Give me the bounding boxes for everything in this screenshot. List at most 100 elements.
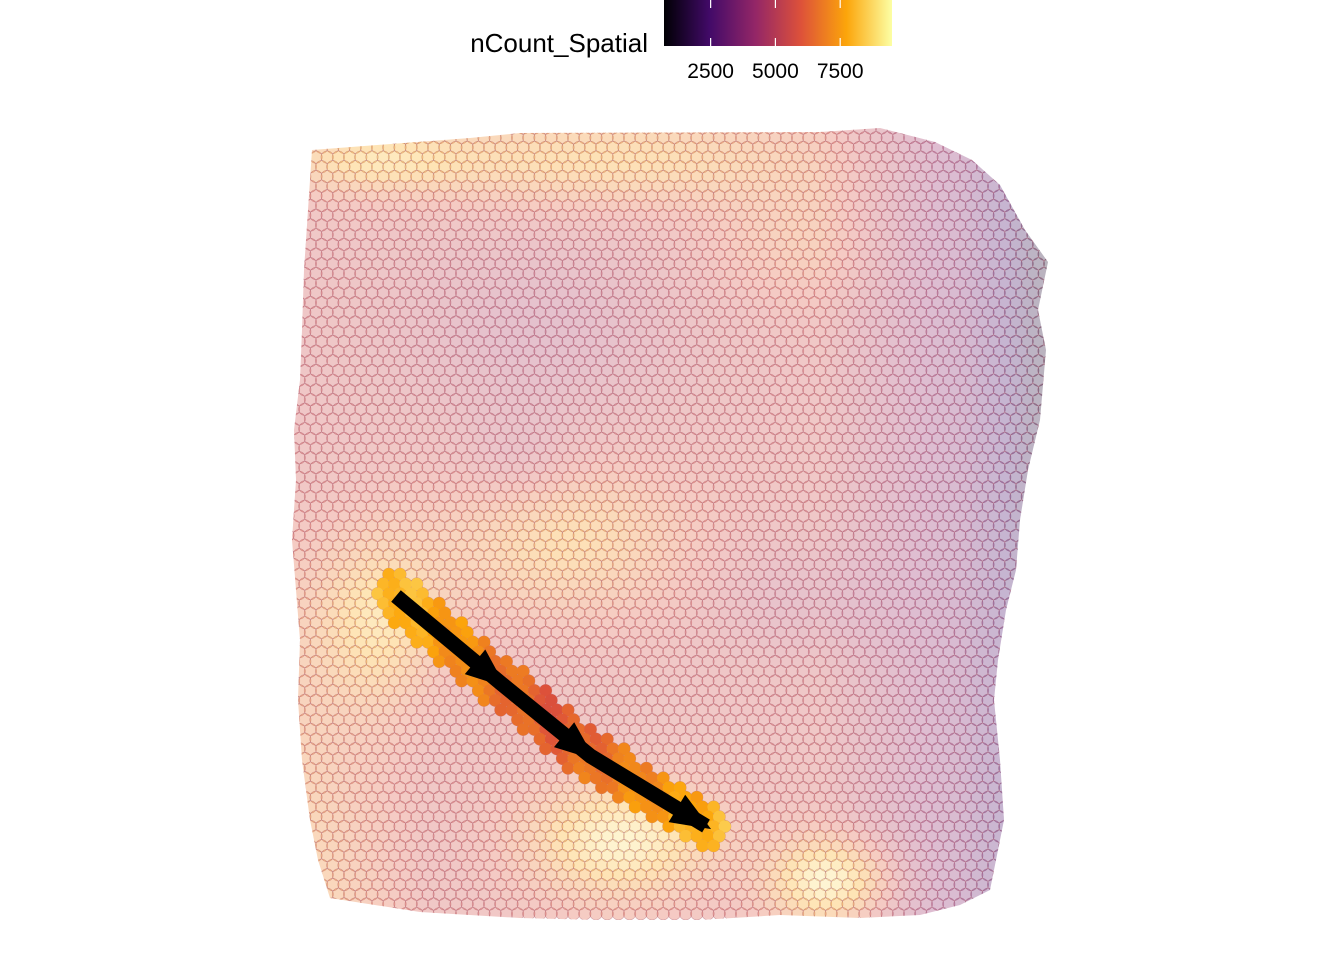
spot <box>371 179 385 193</box>
spot <box>1037 170 1048 184</box>
spot <box>483 160 497 174</box>
spot <box>746 208 760 222</box>
spot <box>1020 781 1034 795</box>
spot <box>539 140 553 154</box>
spot <box>320 189 334 203</box>
spot <box>763 179 777 193</box>
spot <box>746 170 760 184</box>
spot <box>914 170 928 184</box>
spot <box>533 189 547 203</box>
spot <box>1015 577 1029 591</box>
spot <box>1031 645 1045 659</box>
spot <box>1031 160 1045 174</box>
spot <box>583 199 597 213</box>
spot <box>897 179 911 193</box>
spot <box>292 257 306 271</box>
spot <box>791 189 805 203</box>
spot <box>432 189 446 203</box>
spot <box>1009 722 1023 736</box>
spot <box>959 131 973 145</box>
spot <box>628 199 642 213</box>
spot <box>998 722 1012 736</box>
spot <box>449 218 463 232</box>
spot <box>578 208 592 222</box>
spot <box>292 742 295 756</box>
spot <box>572 140 586 154</box>
spot <box>628 179 642 193</box>
spot <box>863 160 877 174</box>
spot <box>819 199 833 213</box>
spot <box>421 208 435 222</box>
spot <box>1003 790 1017 804</box>
spot <box>1009 761 1023 775</box>
spot <box>449 199 463 213</box>
spot <box>292 140 295 154</box>
spot <box>1037 208 1048 222</box>
spot <box>583 160 597 174</box>
spot <box>1043 567 1048 581</box>
spot <box>998 218 1012 232</box>
spot <box>998 140 1012 154</box>
spot <box>919 128 933 135</box>
spot <box>1037 654 1048 668</box>
spot <box>751 140 765 154</box>
spot <box>1003 635 1017 649</box>
spot <box>1037 771 1048 785</box>
spot <box>292 218 295 232</box>
spot <box>830 218 844 232</box>
spot <box>1003 771 1017 785</box>
spot <box>667 189 681 203</box>
spot <box>953 218 967 232</box>
spot <box>1026 499 1040 513</box>
spot <box>1003 693 1017 707</box>
spot <box>628 128 642 135</box>
spot <box>292 800 295 814</box>
spot <box>438 179 452 193</box>
spot <box>292 761 295 775</box>
spot <box>656 150 670 164</box>
spot <box>634 170 648 184</box>
spot <box>611 150 625 164</box>
spot <box>544 208 558 222</box>
spot <box>393 128 407 135</box>
spot <box>667 150 681 164</box>
spot <box>292 325 301 339</box>
spot <box>953 179 967 193</box>
spot <box>975 199 989 213</box>
spot <box>684 140 698 154</box>
spot <box>483 199 497 213</box>
spot <box>802 150 816 164</box>
spot <box>1009 703 1023 717</box>
spot <box>970 189 984 203</box>
spot <box>964 179 978 193</box>
spot <box>886 218 900 232</box>
spot <box>807 218 821 232</box>
spot <box>830 140 844 154</box>
spot <box>740 140 754 154</box>
spot <box>953 128 967 135</box>
spot <box>292 266 301 280</box>
spot <box>567 150 581 164</box>
spot <box>858 150 872 164</box>
spot <box>1003 732 1017 746</box>
spot <box>1037 538 1048 552</box>
spot <box>415 199 429 213</box>
spot <box>1015 616 1029 630</box>
spot <box>376 150 390 164</box>
spot <box>516 179 530 193</box>
spot <box>863 140 877 154</box>
spot <box>947 170 961 184</box>
spot <box>471 199 485 213</box>
spot <box>292 625 295 639</box>
spot <box>1026 577 1040 591</box>
spot <box>931 218 945 232</box>
spot <box>718 199 732 213</box>
spot <box>1037 480 1048 494</box>
spot <box>723 170 737 184</box>
spot <box>936 131 950 145</box>
spot <box>410 189 424 203</box>
spot <box>382 160 396 174</box>
spot <box>1043 548 1048 562</box>
spot <box>298 131 312 145</box>
spot <box>656 208 670 222</box>
